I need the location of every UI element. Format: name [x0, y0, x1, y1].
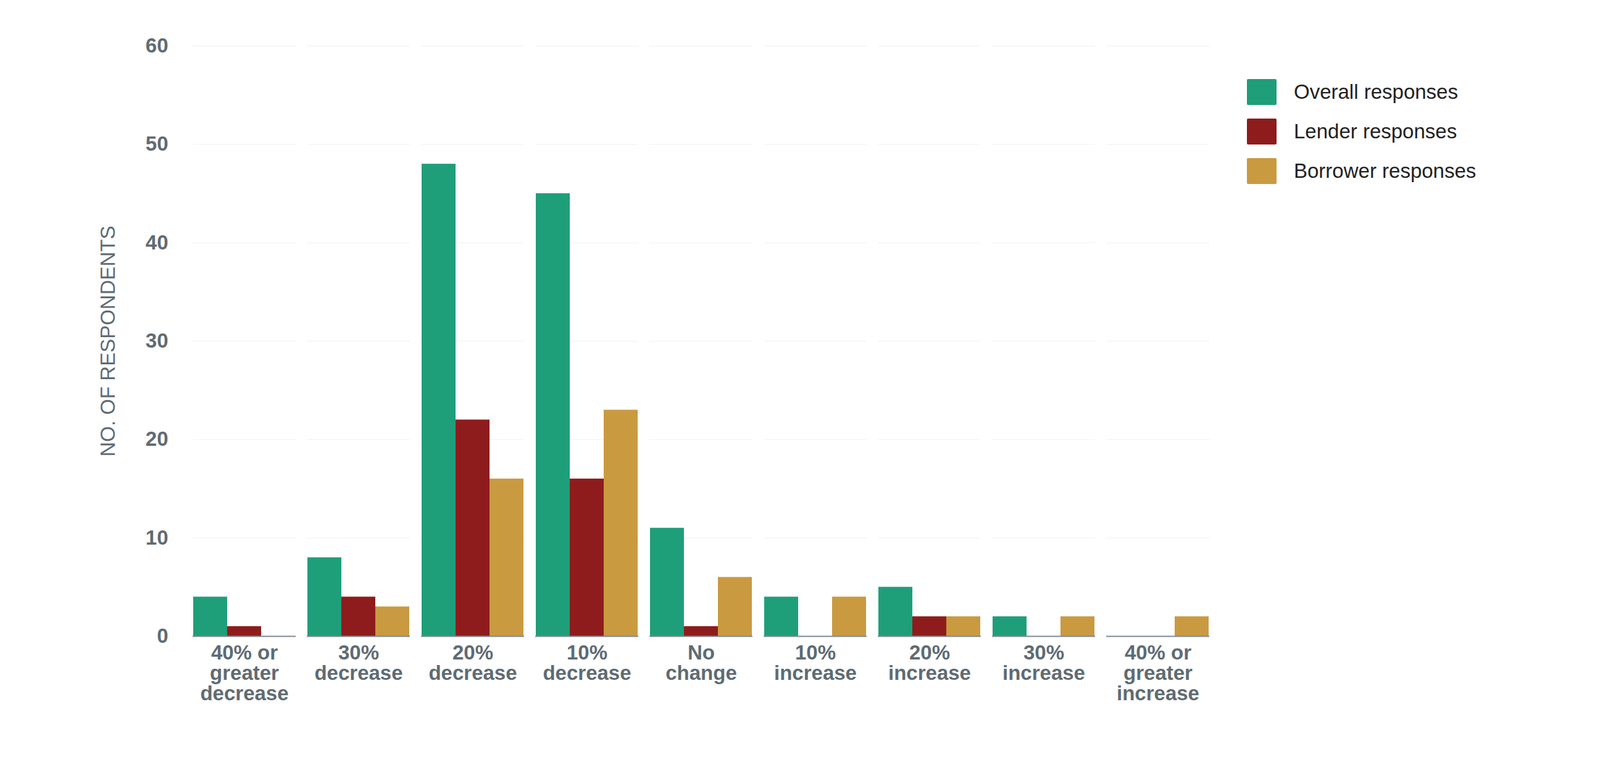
- svg-text:20: 20: [145, 427, 169, 450]
- svg-text:40: 40: [145, 230, 169, 254]
- svg-text:30%increase: 30%increase: [1002, 640, 1086, 684]
- svg-text:20%decrease: 20%decrease: [428, 640, 517, 684]
- svg-text:30: 30: [145, 329, 169, 352]
- svg-text:60: 60: [145, 33, 169, 57]
- svg-text:30%decrease: 30%decrease: [314, 640, 403, 684]
- svg-text:10: 10: [145, 525, 169, 549]
- svg-text:50: 50: [145, 132, 169, 155]
- svg-text:40% orgreaterdecrease: 40% orgreaterdecrease: [200, 640, 289, 705]
- html-text:Borrower responses: Borrower responses: [1293, 159, 1477, 183]
- html-text:Overall responses: Overall responses: [1293, 80, 1459, 104]
- html-text:Lender responses: Lender responses: [1293, 119, 1457, 143]
- svg-text:Nochange: Nochange: [665, 640, 738, 684]
- svg-text:10%increase: 10%increase: [774, 640, 857, 684]
- svg-text:40% orgreaterincrease: 40% orgreaterincrease: [1116, 640, 1200, 705]
- svg-text:20%increase: 20%increase: [888, 640, 971, 684]
- svg-text:NO. OF RESPONDENTS: NO. OF RESPONDENTS: [96, 225, 120, 457]
- svg-text:10%decrease: 10%decrease: [542, 640, 631, 684]
- svg-text:0: 0: [156, 624, 168, 647]
